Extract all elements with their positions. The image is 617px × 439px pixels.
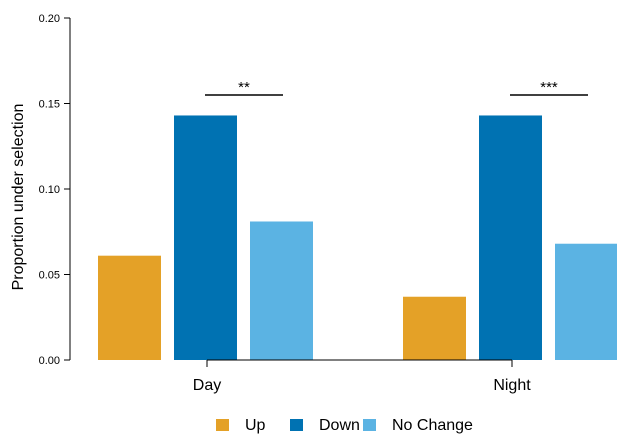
legend-swatch-no-change bbox=[363, 419, 376, 431]
y-axis: 0.00 0.05 0.10 0.15 0.20 bbox=[39, 13, 71, 367]
legend-label-down: Down bbox=[319, 417, 360, 434]
y-tick-label: 0.15 bbox=[39, 99, 60, 111]
legend-label-no-change: No Change bbox=[392, 417, 473, 434]
significance-label: ** bbox=[238, 79, 250, 96]
legend-label-up: Up bbox=[245, 417, 266, 434]
x-tick-label-day: Day bbox=[193, 377, 221, 394]
significance-label: *** bbox=[540, 79, 558, 96]
bar-night-down bbox=[479, 115, 542, 360]
y-tick-label: 0.20 bbox=[39, 13, 60, 25]
y-tick-label: 0.00 bbox=[39, 355, 60, 367]
x-axis: Day Night bbox=[193, 359, 531, 394]
x-tick-label-night: Night bbox=[493, 377, 531, 394]
bar-night-up bbox=[403, 296, 466, 360]
legend-swatch-down bbox=[290, 419, 303, 431]
bar-night-no-change bbox=[555, 243, 617, 360]
legend-swatch-up bbox=[216, 419, 229, 431]
significance-annotations: ** *** bbox=[205, 79, 588, 96]
bar-day-down bbox=[174, 115, 237, 360]
y-tick-label: 0.05 bbox=[39, 270, 60, 282]
bar-day-up bbox=[98, 255, 161, 360]
bars bbox=[98, 115, 617, 360]
y-tick-label: 0.10 bbox=[39, 184, 60, 196]
y-axis-label: Proportion under selection bbox=[10, 104, 27, 291]
bar-day-no-change bbox=[250, 221, 313, 360]
legend: Up Down No Change bbox=[216, 417, 473, 434]
